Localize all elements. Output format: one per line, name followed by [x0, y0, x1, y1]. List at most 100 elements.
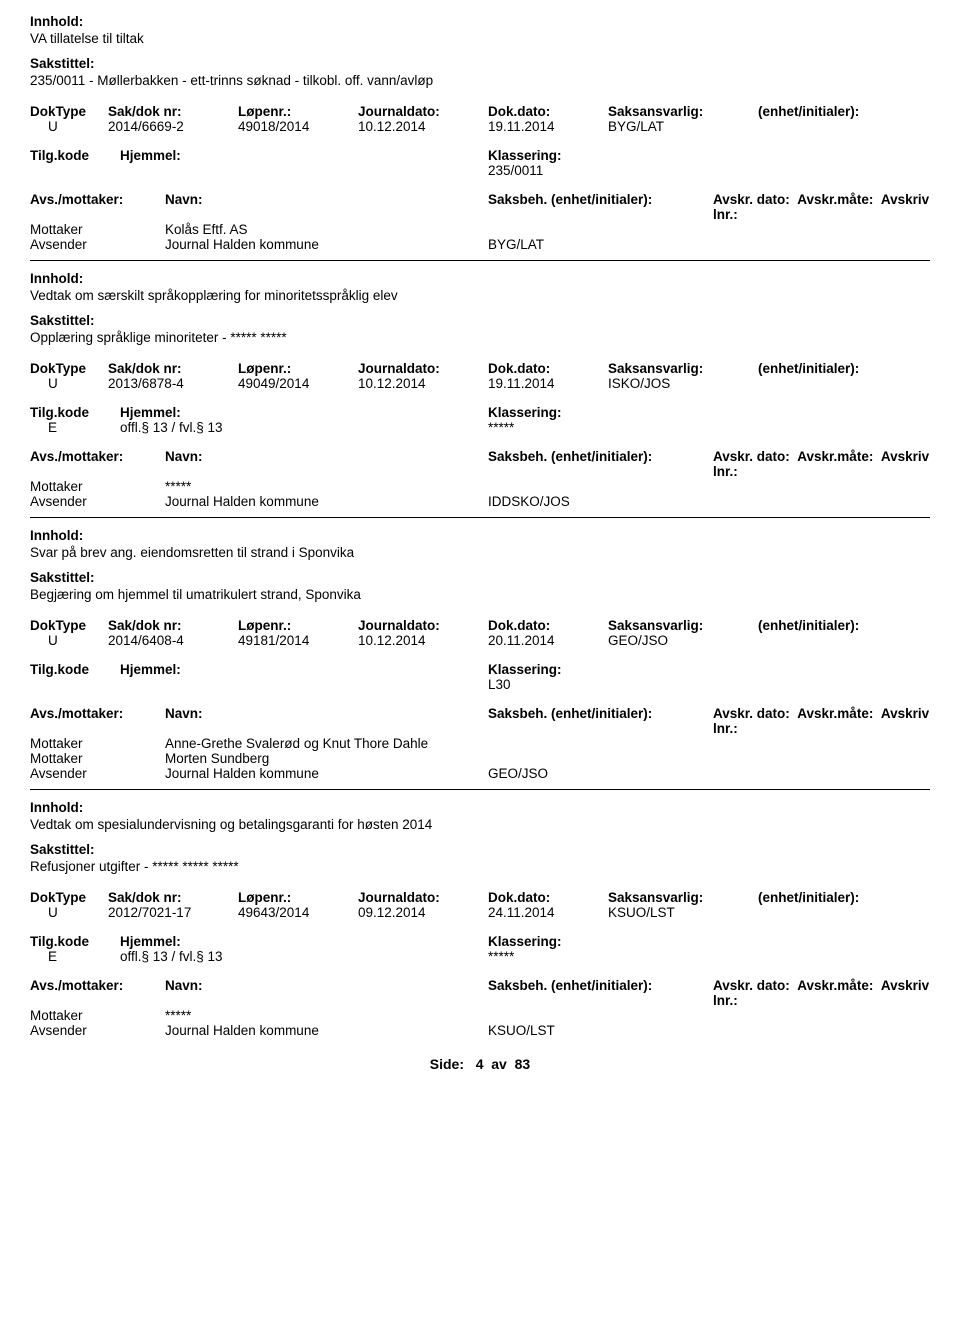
- hdr-avsmottaker: Avs./mottaker:: [30, 449, 165, 479]
- record-header-row: DokTypeSak/dok nr:Løpenr.:Journaldato:Do…: [30, 890, 930, 905]
- party-role: Mottaker: [30, 479, 165, 494]
- party-saksbeh: GEO/JSO: [488, 766, 713, 781]
- innhold-value: VA tillatelse til tiltak: [30, 31, 930, 46]
- innhold-label: Innhold:: [30, 271, 930, 286]
- party-role: Mottaker: [30, 222, 165, 237]
- hdr-lopenr: Løpenr.:: [238, 618, 358, 633]
- hdr-tilgkode: Tilg.kode: [30, 662, 120, 677]
- hdr-doktype: DokType: [30, 890, 108, 905]
- party-saksbeh: IDDSKO/JOS: [488, 494, 713, 509]
- tilg-header-row: Tilg.kodeHjemmel:Klassering:: [30, 934, 930, 949]
- hdr-saksansvarlig: Saksansvarlig:: [608, 104, 758, 119]
- hdr-avskr: Avskr. dato: Avskr.måte: Avskriv lnr.:: [713, 192, 930, 222]
- sakstittel-label: Sakstittel:: [30, 313, 930, 328]
- party-role: Mottaker: [30, 751, 165, 766]
- party-name: *****: [165, 479, 488, 494]
- hdr-lopenr: Løpenr.:: [238, 361, 358, 376]
- hdr-navn: Navn:: [165, 192, 488, 222]
- val-sakdok: 2014/6669-2: [108, 119, 238, 134]
- val-saksansvarlig: GEO/JSO: [608, 633, 758, 648]
- hdr-navn: Navn:: [165, 449, 488, 479]
- val-klassering: *****: [488, 949, 930, 964]
- hdr-journaldato: Journaldato:: [358, 361, 488, 376]
- party-saksbeh: [488, 1008, 713, 1023]
- val-saksansvarlig: KSUO/LST: [608, 905, 758, 920]
- val-klassering: *****: [488, 420, 930, 435]
- page-footer: Side: 4 av 83: [30, 1056, 930, 1072]
- hdr-navn: Navn:: [165, 978, 488, 1008]
- record-value-row: U2014/6669-249018/201410.12.201419.11.20…: [30, 119, 930, 134]
- party-role: Avsender: [30, 494, 165, 509]
- party-name: Morten Sundberg: [165, 751, 488, 766]
- entry-separator: [30, 260, 930, 261]
- val-doktype: U: [30, 376, 108, 391]
- val-saksansvarlig: ISKO/JOS: [608, 376, 758, 391]
- hdr-journaldato: Journaldato:: [358, 104, 488, 119]
- record-header-row: DokTypeSak/dok nr:Løpenr.:Journaldato:Do…: [30, 361, 930, 376]
- hdr-lopenr: Løpenr.:: [238, 890, 358, 905]
- val-journaldato: 10.12.2014: [358, 376, 488, 391]
- journal-entry: Innhold:Svar på brev ang. eiendomsretten…: [30, 528, 930, 781]
- party-role: Mottaker: [30, 736, 165, 751]
- val-saksansvarlig: BYG/LAT: [608, 119, 758, 134]
- val-sakdok: 2013/6878-4: [108, 376, 238, 391]
- hdr-dokdato: Dok.dato:: [488, 104, 608, 119]
- val-lopenr: 49049/2014: [238, 376, 358, 391]
- party-name: Journal Halden kommune: [165, 237, 488, 252]
- entry-separator: [30, 789, 930, 790]
- val-sakdok: 2012/7021-17: [108, 905, 238, 920]
- hdr-klassering: Klassering:: [488, 662, 930, 677]
- party-name: Journal Halden kommune: [165, 766, 488, 781]
- tilg-value-row: Eoffl.§ 13 / fvl.§ 13*****: [30, 420, 930, 435]
- hdr-klassering: Klassering:: [488, 148, 930, 163]
- val-journaldato: 09.12.2014: [358, 905, 488, 920]
- party-saksbeh: [488, 222, 713, 237]
- tilg-header-row: Tilg.kodeHjemmel:Klassering:: [30, 405, 930, 420]
- innhold-label: Innhold:: [30, 800, 930, 815]
- party-avskr: [713, 1008, 930, 1023]
- tilg-header-row: Tilg.kodeHjemmel:Klassering:: [30, 148, 930, 163]
- sakstittel-label: Sakstittel:: [30, 842, 930, 857]
- val-dokdato: 19.11.2014: [488, 376, 608, 391]
- tilg-value-row: Eoffl.§ 13 / fvl.§ 13*****: [30, 949, 930, 964]
- sakstittel-label: Sakstittel:: [30, 56, 930, 71]
- record-value-row: U2014/6408-449181/201410.12.201420.11.20…: [30, 633, 930, 648]
- hdr-saksbeh: Saksbeh. (enhet/initialer):: [488, 978, 713, 1008]
- hdr-journaldato: Journaldato:: [358, 618, 488, 633]
- tilg-header-row: Tilg.kodeHjemmel:Klassering:: [30, 662, 930, 677]
- party-saksbeh: KSUO/LST: [488, 1023, 713, 1038]
- val-dokdato: 20.11.2014: [488, 633, 608, 648]
- val-lopenr: 49018/2014: [238, 119, 358, 134]
- entry-separator: [30, 517, 930, 518]
- val-sakdok: 2014/6408-4: [108, 633, 238, 648]
- hdr-enhet: (enhet/initialer):: [758, 890, 930, 905]
- hdr-tilgkode: Tilg.kode: [30, 148, 120, 163]
- party-name: *****: [165, 1008, 488, 1023]
- hdr-saksbeh: Saksbeh. (enhet/initialer):: [488, 449, 713, 479]
- party-header-row: Avs./mottaker:Navn:Saksbeh. (enhet/initi…: [30, 978, 930, 1008]
- innhold-label: Innhold:: [30, 528, 930, 543]
- hdr-avsmottaker: Avs./mottaker:: [30, 978, 165, 1008]
- party-role: Avsender: [30, 766, 165, 781]
- hdr-tilgkode: Tilg.kode: [30, 405, 120, 420]
- hdr-doktype: DokType: [30, 104, 108, 119]
- party-avskr: [713, 222, 930, 237]
- party-row: AvsenderJournal Halden kommuneKSUO/LST: [30, 1023, 930, 1038]
- val-klassering: 235/0011: [488, 163, 930, 178]
- hdr-sakdok: Sak/dok nr:: [108, 890, 238, 905]
- journal-entry: Innhold: VA tillatelse til tiltak Sakstitt…: [30, 14, 930, 252]
- val-tilgkode: [30, 163, 120, 178]
- hdr-navn: Navn:: [165, 706, 488, 736]
- hdr-hjemmel: Hjemmel:: [120, 934, 488, 949]
- hdr-enhet: (enhet/initialer):: [758, 361, 930, 376]
- hdr-klassering: Klassering:: [488, 405, 930, 420]
- hdr-dokdato: Dok.dato:: [488, 361, 608, 376]
- hdr-doktype: DokType: [30, 361, 108, 376]
- party-avskr: [713, 1023, 930, 1038]
- hdr-dokdato: Dok.dato:: [488, 618, 608, 633]
- party-role: Mottaker: [30, 1008, 165, 1023]
- hdr-sakdok: Sak/dok nr:: [108, 618, 238, 633]
- innhold-label: Innhold:: [30, 14, 930, 29]
- document-page: Innhold: VA tillatelse til tiltak Sakstitt…: [0, 0, 960, 1082]
- hdr-journaldato: Journaldato:: [358, 890, 488, 905]
